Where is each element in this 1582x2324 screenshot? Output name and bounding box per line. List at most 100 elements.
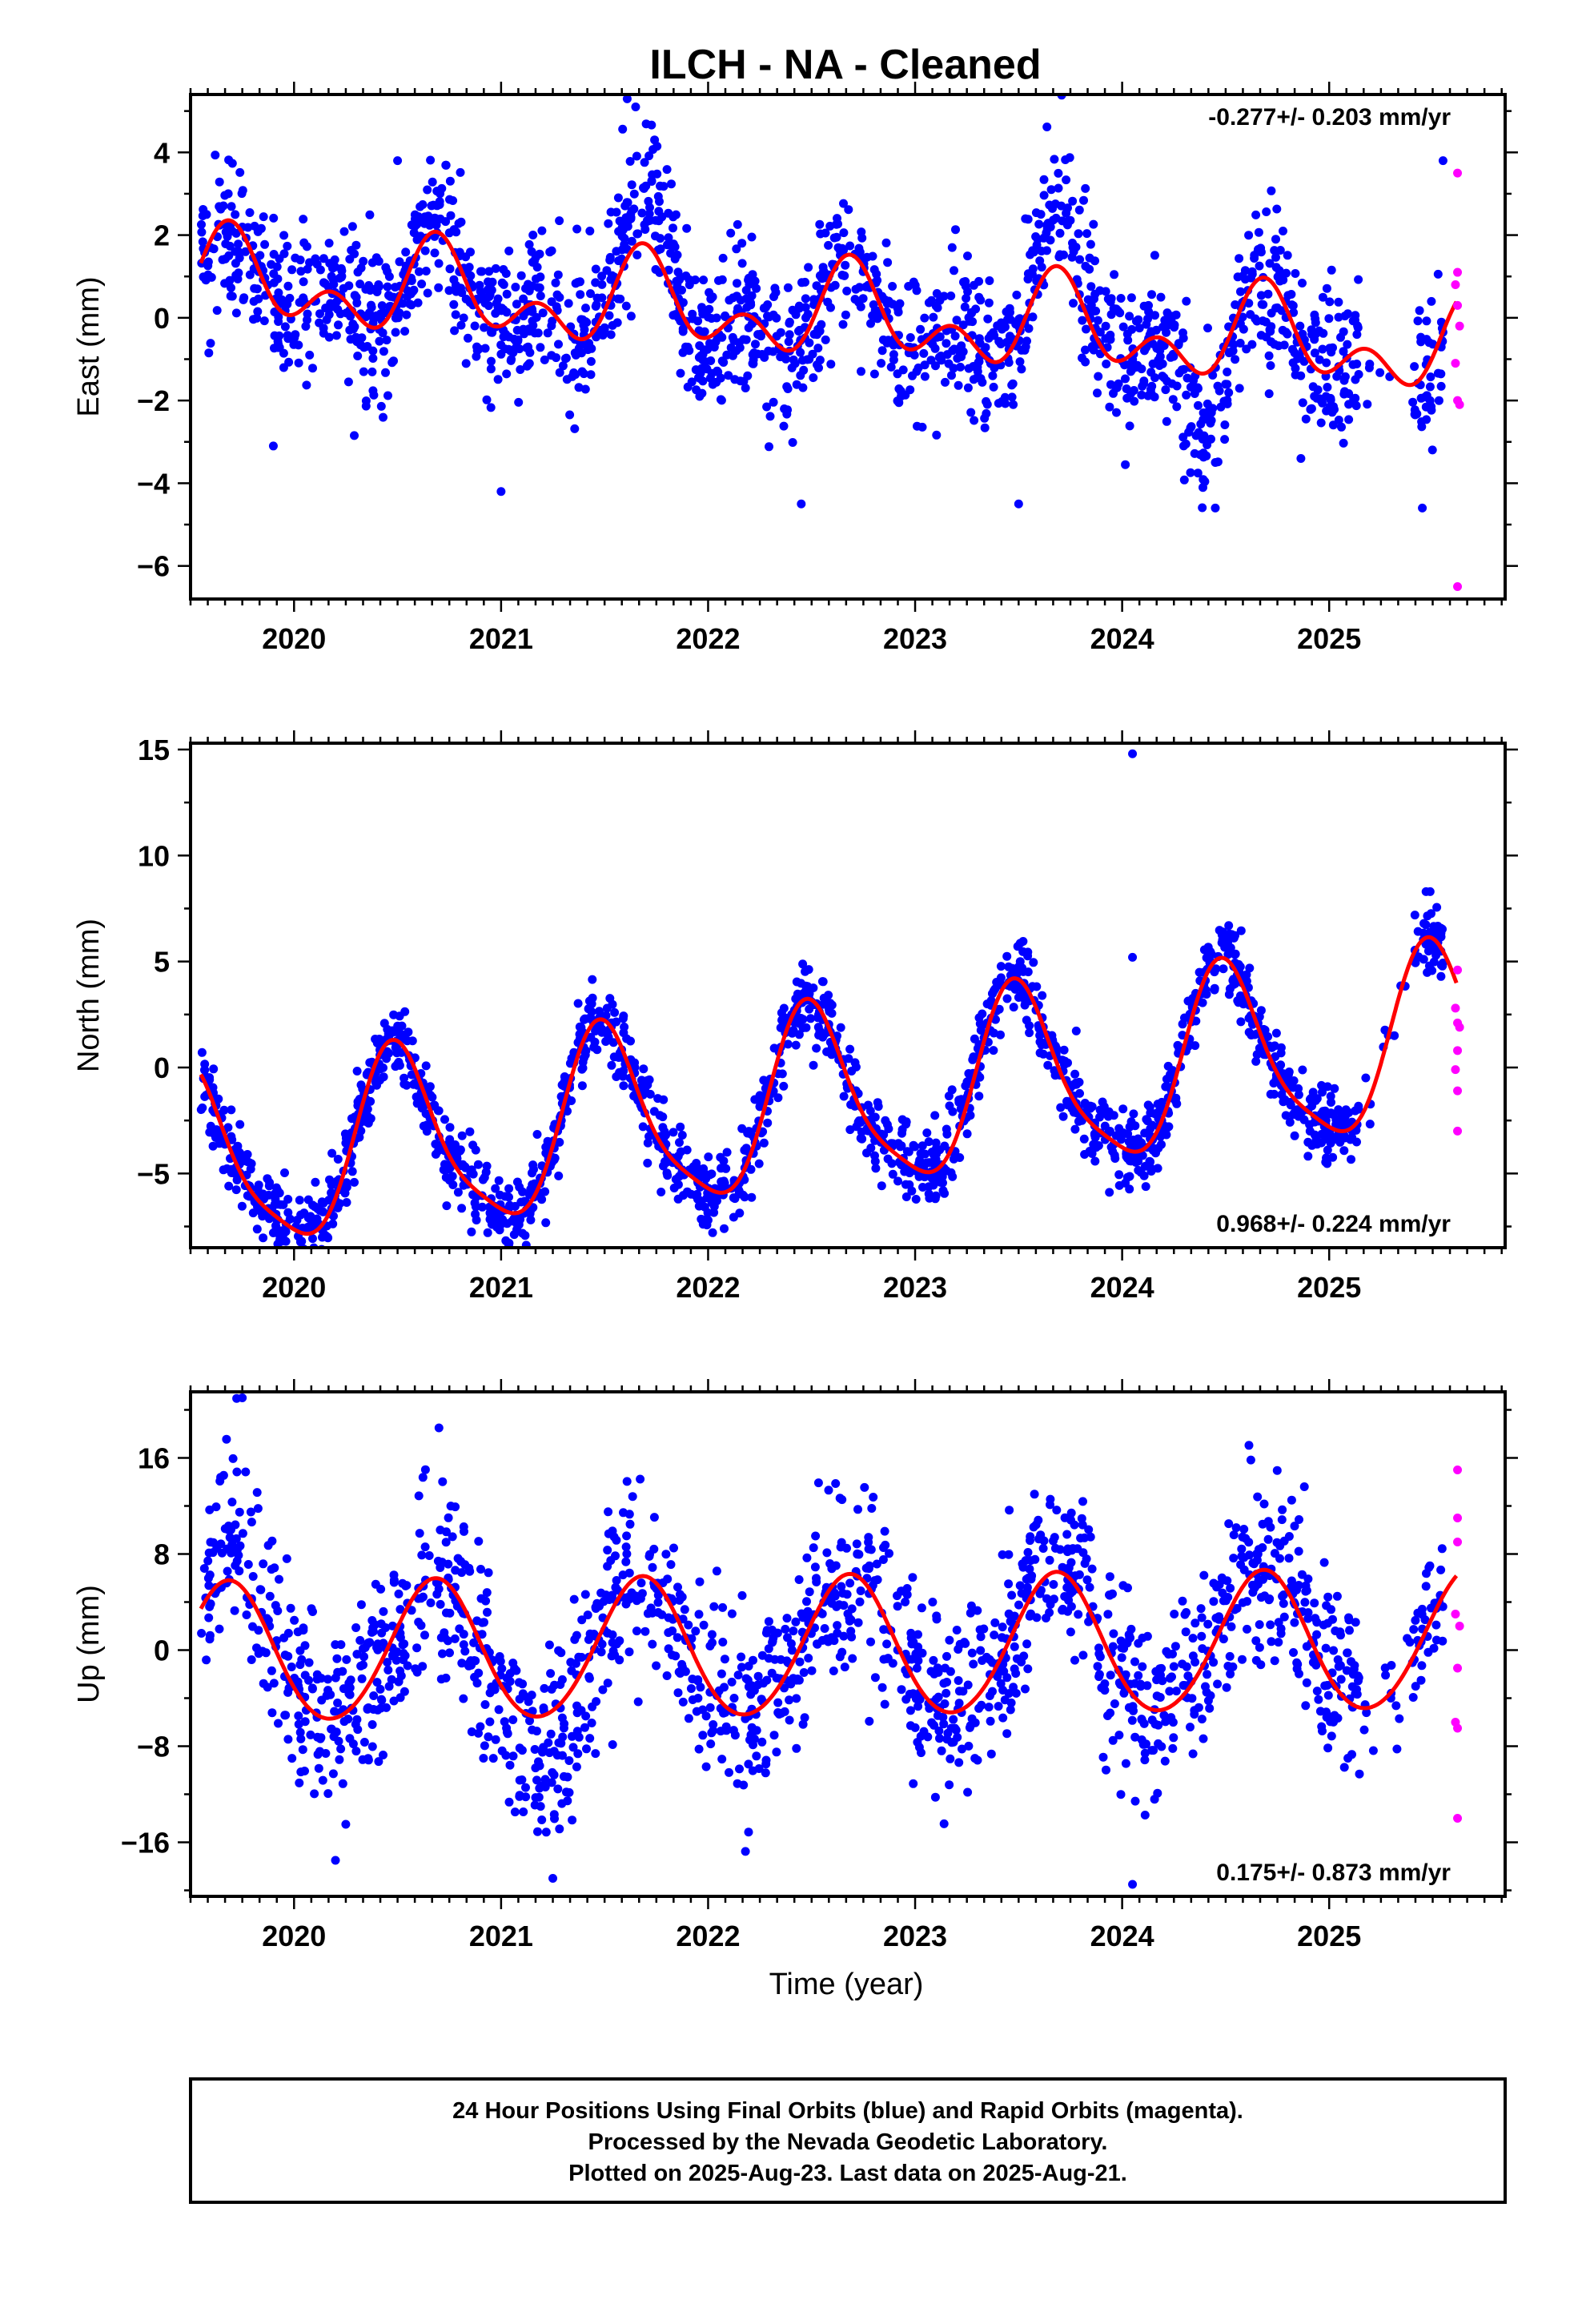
data-point	[1048, 203, 1057, 213]
data-point	[518, 1228, 528, 1238]
data-point	[461, 294, 471, 304]
data-point	[654, 216, 664, 226]
data-point	[842, 286, 852, 296]
data-point	[1410, 362, 1419, 372]
data-point	[528, 281, 537, 291]
data-point	[255, 251, 265, 260]
data-point	[512, 1177, 522, 1187]
data-point	[1339, 1763, 1349, 1772]
data-point	[275, 296, 285, 305]
plot-frame	[189, 93, 1507, 601]
data-point	[1252, 1050, 1262, 1059]
data-point	[396, 1605, 405, 1614]
data-point	[815, 327, 825, 336]
data-point	[475, 280, 484, 290]
data-point	[1329, 402, 1338, 412]
data-point	[1323, 1743, 1333, 1753]
data-point	[375, 336, 384, 346]
data-point	[1298, 279, 1307, 287]
data-point	[717, 1755, 727, 1764]
data-point	[1277, 1515, 1287, 1525]
data-point	[224, 251, 234, 260]
data-point	[1266, 1089, 1275, 1099]
data-point	[1339, 1131, 1349, 1140]
data-point	[712, 1566, 721, 1576]
data-point	[688, 314, 697, 324]
data-point	[1244, 1013, 1254, 1023]
data-point	[1046, 235, 1055, 245]
data-point	[662, 165, 672, 175]
data-point	[1264, 389, 1274, 399]
data-point	[1080, 1099, 1090, 1108]
data-point	[1262, 207, 1271, 216]
data-point	[994, 1004, 1004, 1014]
data-point	[1307, 325, 1316, 335]
data-point	[718, 1638, 728, 1647]
y-tick-label: 0	[154, 302, 170, 335]
data-point	[841, 310, 850, 320]
data-point	[1121, 374, 1130, 384]
data-point	[988, 989, 997, 999]
data-point	[632, 151, 641, 161]
data-point	[1110, 381, 1120, 391]
data-point	[1242, 970, 1251, 979]
data-point	[686, 1684, 696, 1693]
data-point	[1322, 406, 1331, 416]
data-point	[685, 346, 694, 356]
data-point	[491, 263, 500, 273]
data-point	[208, 1141, 218, 1151]
data-point	[888, 282, 897, 291]
data-point	[607, 271, 616, 280]
data-point	[964, 364, 974, 373]
data-point	[299, 1626, 308, 1635]
data-point	[917, 1603, 926, 1613]
data-point	[1123, 336, 1133, 345]
data-point	[663, 240, 672, 250]
data-point	[1070, 1069, 1080, 1079]
data-point	[1351, 316, 1359, 325]
data-point	[1062, 175, 1071, 185]
data-point	[709, 343, 719, 352]
data-point	[393, 1059, 403, 1068]
data-point	[737, 1590, 747, 1600]
data-point	[506, 356, 516, 365]
data-point	[825, 1004, 833, 1014]
data-point	[459, 1640, 468, 1650]
data-point	[596, 1647, 606, 1657]
data-point	[1191, 1016, 1201, 1026]
data-point	[877, 359, 886, 368]
data-point	[516, 271, 526, 280]
data-point	[249, 296, 259, 306]
data-point	[299, 1208, 309, 1218]
outlier-point	[631, 102, 640, 111]
data-point	[787, 363, 797, 372]
data-point	[435, 200, 444, 209]
data-point	[817, 320, 826, 329]
data-point	[580, 384, 590, 394]
data-point	[998, 1550, 1007, 1559]
data-point	[1254, 227, 1263, 237]
data-point	[1051, 213, 1061, 223]
data-point	[809, 1060, 818, 1070]
data-point	[576, 290, 585, 300]
data-point	[1125, 1184, 1134, 1194]
data-point	[1236, 1017, 1246, 1027]
data-point	[1159, 373, 1169, 383]
data-point	[395, 308, 404, 318]
data-point	[1199, 1734, 1208, 1743]
data-point	[547, 1778, 556, 1787]
data-point	[792, 977, 801, 987]
data-point	[721, 311, 730, 320]
data-point	[994, 1702, 1003, 1711]
data-point	[261, 1648, 271, 1658]
rapid-point	[1453, 267, 1463, 277]
data-point	[1082, 1575, 1092, 1585]
data-point	[375, 1684, 385, 1694]
data-point	[1207, 434, 1215, 444]
data-point	[1339, 376, 1349, 385]
data-point	[707, 1169, 717, 1179]
data-point	[954, 380, 963, 390]
data-point	[238, 186, 247, 195]
data-point	[555, 292, 564, 302]
data-point	[1138, 1151, 1147, 1160]
